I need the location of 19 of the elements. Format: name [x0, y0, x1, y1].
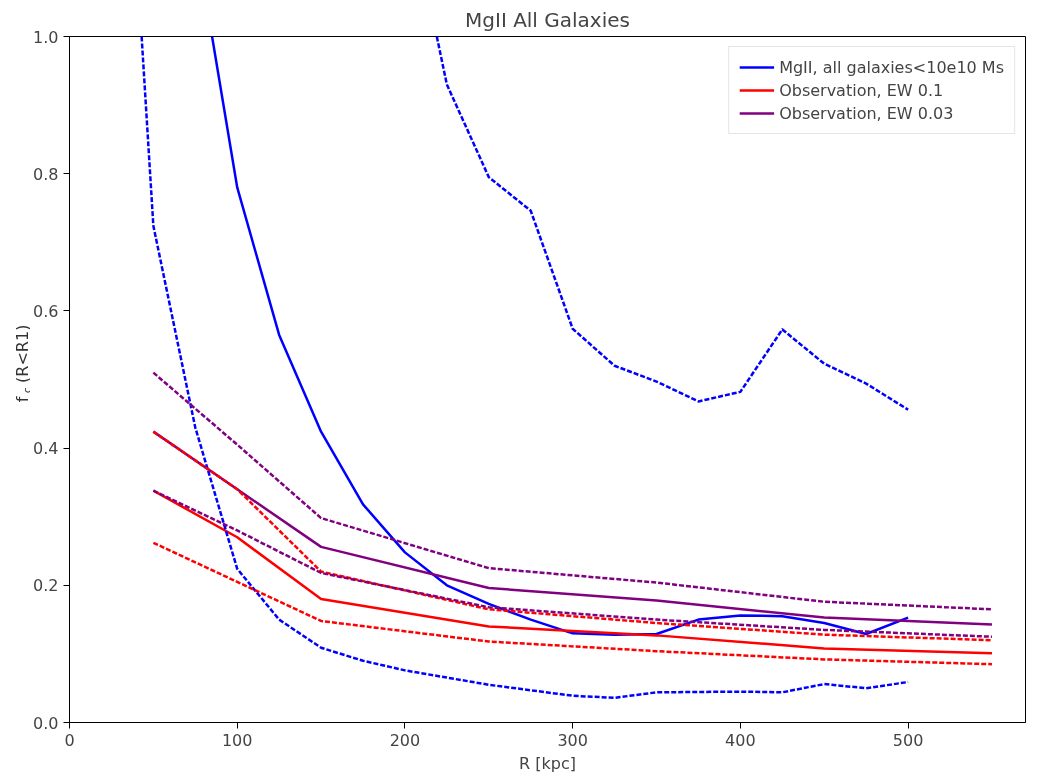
chart-title: MgII All Galaxies: [465, 7, 630, 32]
y-tick-label: 0.8: [33, 164, 59, 184]
y-tick-label: 0.2: [33, 576, 59, 596]
x-tick-label: 500: [892, 730, 924, 750]
y-tick-label: 0.4: [33, 439, 59, 459]
legend-label: Observation, EW 0.03: [779, 103, 954, 123]
legend-label: MgII, all galaxies<10e10 Ms: [779, 57, 1004, 77]
line-series: [152, 541, 994, 666]
line-series: [152, 371, 994, 611]
legend-label: Observation, EW 0.1: [779, 80, 944, 100]
y-tick-label: 1.0: [33, 27, 59, 47]
x-tick-label: 0: [64, 730, 75, 750]
y-tick-label: 0.0: [33, 713, 59, 733]
x-tick-label: 200: [389, 730, 421, 750]
x-tick-label: 100: [221, 730, 253, 750]
y-tick-label: 0.6: [33, 301, 59, 321]
x-tick-label: 300: [557, 730, 588, 750]
x-tick-label: 400: [725, 730, 756, 750]
x-axis-title: R [kpc]: [519, 753, 576, 773]
